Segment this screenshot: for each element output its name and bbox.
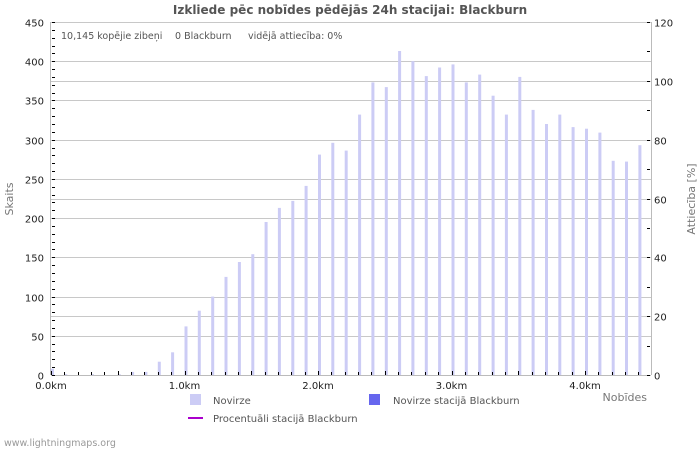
- y-tick-label: 0: [38, 372, 44, 383]
- bar-novirze: [558, 114, 562, 375]
- bar-novirze: [144, 371, 148, 375]
- bar-novirze: [211, 296, 215, 375]
- grid-lines: [51, 22, 651, 337]
- info-total: 10,145 kopējie zibeņi: [61, 31, 162, 42]
- x-tick-label: 1.0km: [169, 381, 200, 392]
- y-axis-left-ticks: 0 50 100 150 200 250 300 350 400 450: [25, 19, 55, 383]
- y-tick-label: 50: [31, 333, 44, 344]
- bar-novirze: [64, 374, 68, 375]
- bar-novirze: [237, 262, 241, 375]
- bar-novirze: [384, 87, 388, 375]
- footer-link[interactable]: www.lightningmaps.org: [4, 438, 116, 449]
- bar-novirze: [545, 124, 548, 375]
- legend-label-percent-station: Procentuāli stacijā Blackburn: [213, 414, 358, 425]
- y-tick-label: 150: [25, 254, 44, 265]
- x-tick-label: 4.0km: [569, 381, 600, 392]
- bar-novirze: [318, 154, 321, 375]
- bar-novirze: [625, 161, 628, 375]
- legend-label-novirze-station: Novirze stacijā Blackburn: [393, 396, 520, 407]
- bar-novirze: [117, 374, 121, 375]
- bar-novirze: [344, 150, 348, 375]
- legend-item-novirze[interactable]: Novirze: [190, 394, 251, 407]
- bar-novirze: [571, 127, 575, 375]
- bar-novirze: [638, 145, 642, 375]
- y-right-tick-label: 120: [654, 19, 673, 30]
- bar-novirze: [171, 352, 175, 375]
- info-ratio: vidējā attiecība: 0%: [248, 31, 342, 42]
- y-right-tick-label: 60: [654, 196, 667, 207]
- bar-novirze: [264, 222, 268, 375]
- info-station: 0 Blackburn: [175, 31, 232, 42]
- bar-novirze: [51, 368, 54, 375]
- y-tick-label: 300: [25, 137, 44, 148]
- bar-novirze: [224, 276, 228, 375]
- legend-label-novirze: Novirze: [213, 396, 251, 407]
- axes: [50, 22, 652, 376]
- y-tick-label: 350: [25, 97, 44, 108]
- bar-novirze: [478, 74, 482, 375]
- legend-item-novirze-station[interactable]: Novirze stacijā Blackburn: [369, 394, 520, 407]
- bar-novirze: [611, 160, 615, 375]
- legend-swatch-novirze-station: [369, 394, 380, 405]
- bar-novirze: [491, 95, 495, 375]
- bar-novirze: [291, 200, 295, 375]
- bar-novirze: [91, 374, 94, 375]
- bar-novirze: [277, 207, 281, 375]
- bar-novirze: [197, 310, 201, 375]
- x-tick-label: 0.0km: [35, 381, 66, 392]
- bar-novirze: [184, 326, 188, 375]
- bar-novirze: [331, 142, 335, 375]
- legend: Novirze Novirze stacijā Blackburn Procen…: [188, 394, 520, 425]
- bar-novirze: [411, 61, 415, 375]
- bar-novirze: [531, 109, 535, 376]
- bar-novirze: [304, 185, 308, 375]
- bar-novirze: [585, 128, 588, 375]
- legend-item-percent-station[interactable]: Procentuāli stacijā Blackburn: [188, 414, 358, 425]
- y-tick-label: 200: [25, 215, 44, 226]
- bar-novirze: [398, 51, 402, 375]
- x-tick-label: 3.0km: [436, 381, 467, 392]
- y-tick-label: 400: [25, 58, 44, 69]
- y-tick-label: 100: [25, 294, 44, 305]
- y-axis-left-title: Skaits: [3, 182, 16, 215]
- bar-novirze: [371, 82, 375, 376]
- y-right-tick-label: 20: [654, 313, 667, 324]
- x-tick-label: 2.0km: [302, 381, 333, 392]
- y-tick-label: 250: [25, 176, 44, 187]
- y-axis-right-title: Attiecība [%]: [685, 163, 698, 234]
- bar-novirze: [518, 76, 522, 376]
- bar-novirze: [504, 114, 508, 375]
- bar-novirze: [358, 114, 362, 375]
- bar-novirze: [424, 76, 428, 375]
- bar-novirze: [598, 132, 602, 375]
- bars: [51, 51, 642, 376]
- bar-novirze: [451, 64, 455, 376]
- y-tick-label: 450: [25, 19, 44, 30]
- x-axis-ticks: 0.0km 1.0km 2.0km 3.0km 4.0km: [35, 371, 639, 392]
- x-axis-title: Nobīdes: [603, 391, 648, 404]
- y-right-tick-label: 0: [654, 372, 660, 383]
- bar-novirze: [438, 67, 442, 375]
- y-right-tick-label: 100: [654, 78, 673, 89]
- bar-novirze: [251, 254, 255, 375]
- bar-novirze: [131, 371, 135, 375]
- y-right-tick-label: 40: [654, 254, 667, 265]
- chart-title: Izkliede pēc nobīdes pēdējās 24h stacija…: [173, 3, 527, 17]
- legend-swatch-novirze: [190, 394, 201, 405]
- bar-novirze: [157, 361, 161, 375]
- y-axis-right-ticks: 0 20 40 60 80 100 120: [647, 19, 673, 383]
- y-right-tick-label: 80: [654, 137, 667, 148]
- bar-novirze: [464, 82, 468, 376]
